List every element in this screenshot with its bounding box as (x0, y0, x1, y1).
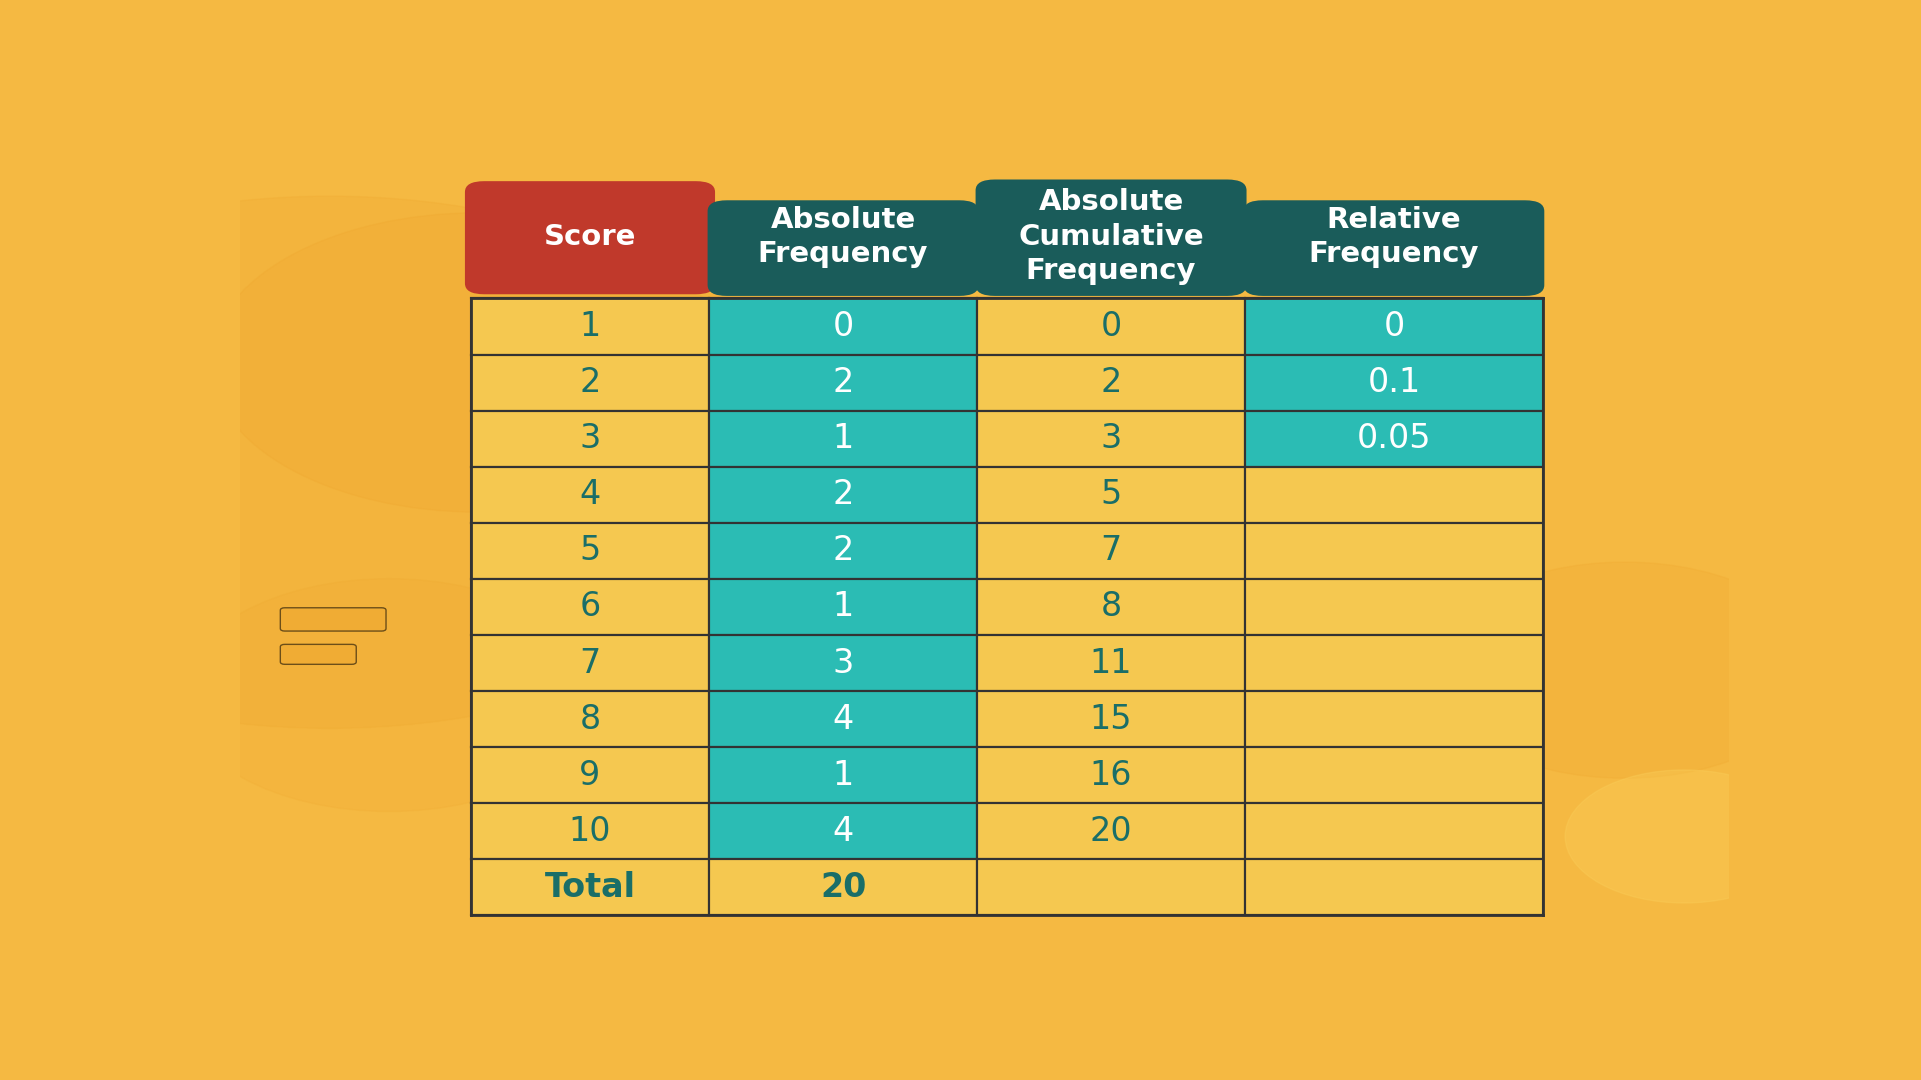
FancyBboxPatch shape (976, 179, 1247, 296)
Bar (709, 860, 978, 916)
Bar (1245, 691, 1543, 747)
Bar (978, 523, 1245, 579)
Text: Total: Total (544, 870, 636, 904)
Bar (709, 298, 978, 354)
Text: 8: 8 (1101, 591, 1122, 623)
Bar (1245, 298, 1543, 354)
Bar (1245, 747, 1543, 804)
Bar (978, 354, 1245, 410)
FancyBboxPatch shape (1243, 200, 1544, 296)
Bar (978, 804, 1245, 860)
Bar (471, 298, 709, 354)
Text: 2: 2 (832, 535, 853, 567)
FancyBboxPatch shape (280, 645, 355, 664)
Text: 10: 10 (569, 814, 611, 848)
Text: 7: 7 (1101, 535, 1122, 567)
Bar (709, 523, 978, 579)
Bar (471, 579, 709, 635)
Bar (978, 860, 1245, 916)
FancyBboxPatch shape (280, 608, 386, 631)
Bar (471, 691, 709, 747)
Text: Absolute
Cumulative
Frequency: Absolute Cumulative Frequency (1018, 188, 1204, 285)
Text: 0.1: 0.1 (1368, 366, 1420, 399)
Text: 2: 2 (832, 366, 853, 399)
Bar (978, 579, 1245, 635)
Text: 5: 5 (580, 535, 601, 567)
Circle shape (1566, 770, 1804, 903)
Text: 1: 1 (832, 759, 853, 792)
Bar (709, 410, 978, 467)
Circle shape (209, 213, 747, 512)
Text: 8: 8 (580, 703, 601, 735)
Bar (978, 635, 1245, 691)
Text: 1: 1 (832, 422, 853, 455)
Bar (471, 467, 709, 523)
Bar (978, 747, 1245, 804)
FancyBboxPatch shape (707, 200, 978, 296)
Circle shape (1431, 562, 1819, 779)
Text: 0.05: 0.05 (1356, 422, 1431, 455)
Text: 4: 4 (580, 478, 601, 511)
Text: 3: 3 (1101, 422, 1122, 455)
Bar (709, 691, 978, 747)
Text: 4: 4 (832, 703, 853, 735)
FancyBboxPatch shape (465, 181, 715, 294)
Bar (1245, 354, 1543, 410)
Bar (978, 410, 1245, 467)
Text: Score: Score (544, 222, 636, 251)
Text: 2: 2 (1101, 366, 1122, 399)
Bar (978, 691, 1245, 747)
Text: 0: 0 (1101, 310, 1122, 343)
Bar (709, 467, 978, 523)
Text: 11: 11 (1089, 647, 1131, 679)
Text: 15: 15 (1089, 703, 1131, 735)
Bar (471, 635, 709, 691)
Text: Relative
Frequency: Relative Frequency (1308, 205, 1479, 268)
Text: 16: 16 (1089, 759, 1131, 792)
Bar (978, 298, 1245, 354)
Bar (1245, 467, 1543, 523)
Bar (709, 804, 978, 860)
Text: 9: 9 (580, 759, 601, 792)
Bar (471, 804, 709, 860)
Bar (1245, 579, 1543, 635)
Bar (471, 410, 709, 467)
Bar (471, 747, 709, 804)
Text: 2: 2 (832, 478, 853, 511)
Text: 6: 6 (580, 591, 601, 623)
Text: 20: 20 (1089, 814, 1131, 848)
Bar (709, 579, 978, 635)
Bar (1245, 804, 1543, 860)
Bar (709, 747, 978, 804)
Bar (471, 860, 709, 916)
Text: Absolute
Frequency: Absolute Frequency (757, 205, 928, 268)
Bar (978, 467, 1245, 523)
Bar (471, 354, 709, 410)
Bar (1245, 410, 1543, 467)
Text: 2: 2 (580, 366, 601, 399)
Circle shape (0, 197, 807, 728)
Circle shape (181, 579, 597, 811)
Text: 7: 7 (580, 647, 601, 679)
Bar (1245, 635, 1543, 691)
Bar (1245, 860, 1543, 916)
Text: 20: 20 (820, 870, 866, 904)
Bar (1245, 523, 1543, 579)
Text: 3: 3 (580, 422, 601, 455)
Text: 4: 4 (832, 814, 853, 848)
Text: 5: 5 (1101, 478, 1122, 511)
Text: 1: 1 (580, 310, 601, 343)
Text: 3: 3 (832, 647, 853, 679)
Bar (471, 523, 709, 579)
Text: 0: 0 (1383, 310, 1404, 343)
Text: 0: 0 (832, 310, 853, 343)
Bar (709, 635, 978, 691)
Bar (709, 354, 978, 410)
Text: 1: 1 (832, 591, 853, 623)
